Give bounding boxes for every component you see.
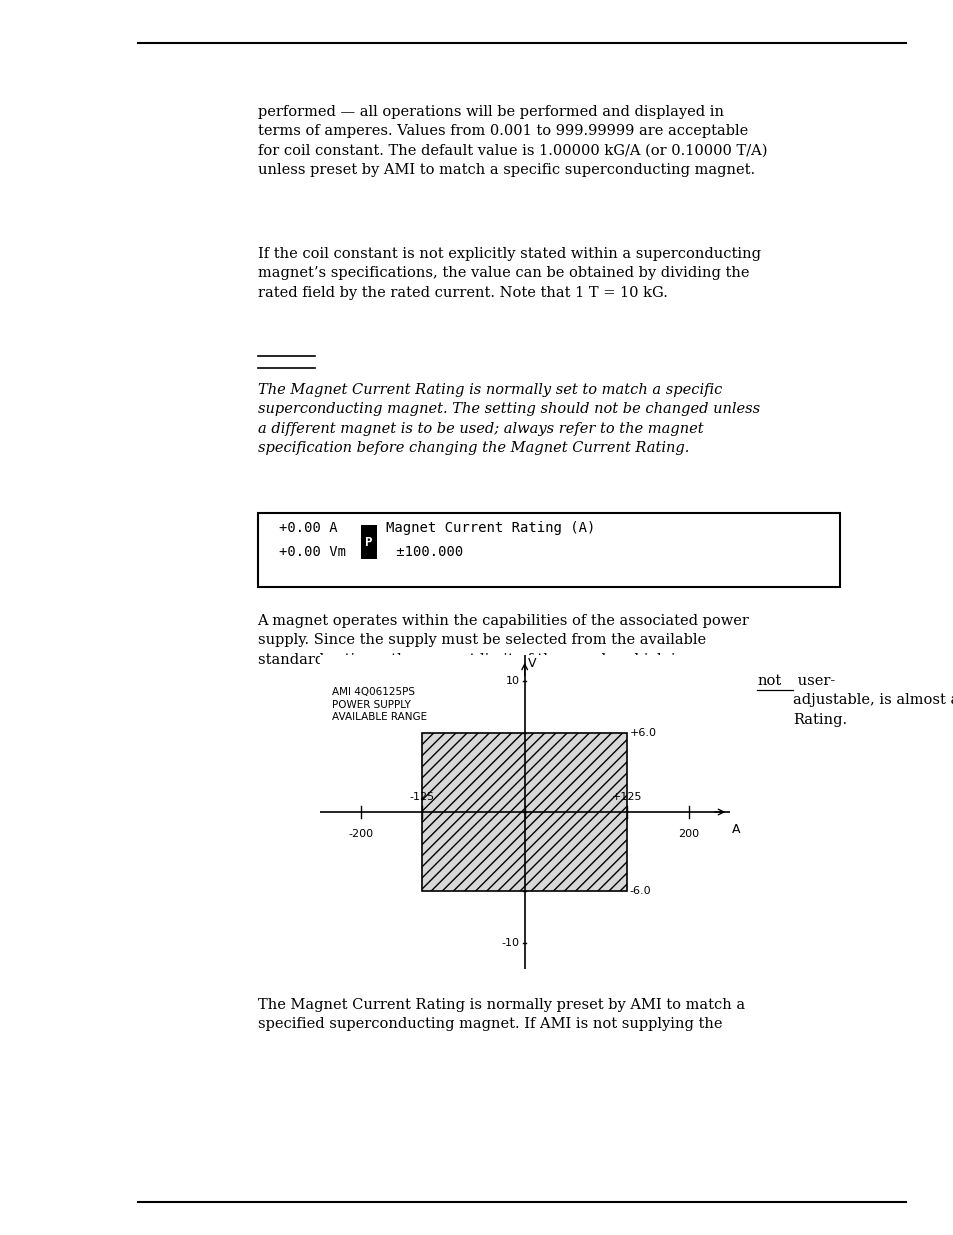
Text: not: not bbox=[757, 674, 781, 688]
Text: -125: -125 bbox=[409, 792, 435, 802]
Text: A magnet operates within the capabilities of the associated power
supply. Since : A magnet operates within the capabilitie… bbox=[257, 614, 749, 667]
Bar bbox=[360, 525, 376, 559]
Text: 200: 200 bbox=[678, 829, 699, 839]
FancyBboxPatch shape bbox=[257, 513, 839, 587]
Text: Magnet Current Rating (A): Magnet Current Rating (A) bbox=[386, 521, 595, 535]
Text: P: P bbox=[365, 536, 372, 548]
Text: -200: -200 bbox=[348, 829, 373, 839]
Text: V: V bbox=[527, 657, 536, 671]
Text: -10: -10 bbox=[501, 939, 519, 948]
Text: The Magnet Current Rating is normally preset by AMI to match a
specified superco: The Magnet Current Rating is normally pr… bbox=[257, 998, 744, 1031]
Text: 10: 10 bbox=[505, 676, 519, 685]
Text: The Magnet Current Rating is normally set to match a specific
superconducting ma: The Magnet Current Rating is normally se… bbox=[257, 383, 759, 456]
Text: A: A bbox=[731, 823, 740, 836]
Bar bbox=[421, 734, 626, 890]
Text: user-
adjustable, is almost always higher than the Magnet Current
Rating.: user- adjustable, is almost always highe… bbox=[792, 674, 953, 726]
Text: AMI 4Q06125PS
POWER SUPPLY
AVAILABLE RANGE: AMI 4Q06125PS POWER SUPPLY AVAILABLE RAN… bbox=[332, 688, 427, 722]
Text: +0.00 A: +0.00 A bbox=[278, 521, 336, 535]
Text: +125: +125 bbox=[612, 792, 641, 802]
Text: -6.0: -6.0 bbox=[629, 885, 651, 895]
Text: +6.0: +6.0 bbox=[629, 729, 656, 739]
Text: +0.00 Vm      ±100.000: +0.00 Vm ±100.000 bbox=[278, 546, 462, 559]
Text: If the coil constant is not explicitly stated within a superconducting
magnet’s : If the coil constant is not explicitly s… bbox=[257, 247, 760, 300]
Text: performed — all operations will be performed and displayed in
terms of amperes. : performed — all operations will be perfo… bbox=[257, 105, 766, 178]
